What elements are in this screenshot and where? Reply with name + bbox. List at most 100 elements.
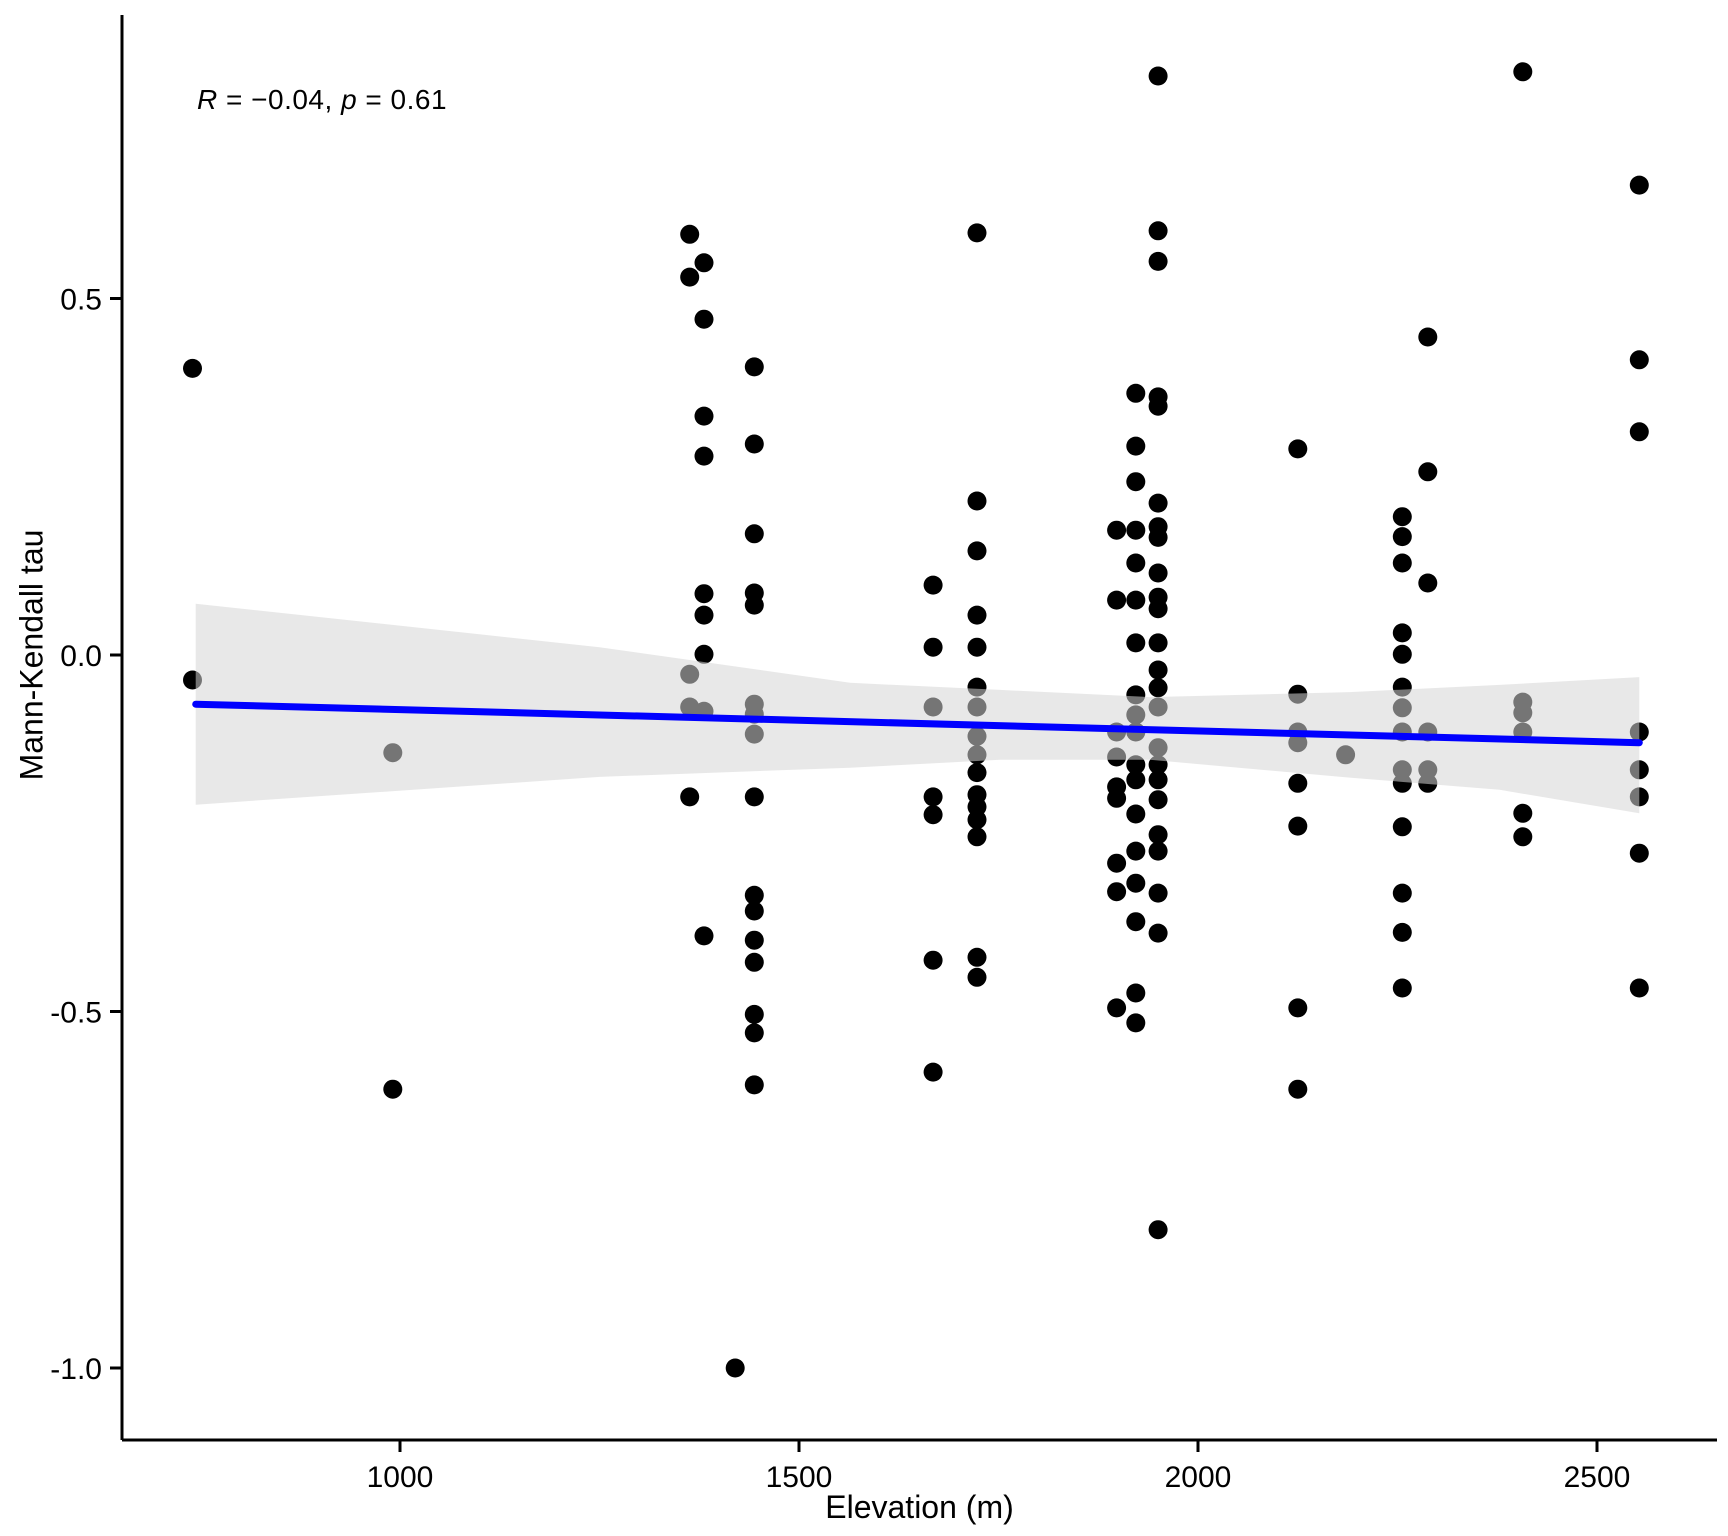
data-point xyxy=(1392,922,1412,942)
data-point xyxy=(680,267,700,287)
data-point xyxy=(694,309,714,329)
data-point xyxy=(694,926,714,946)
data-point xyxy=(1629,350,1649,370)
data-point xyxy=(1148,678,1168,698)
data-point xyxy=(680,224,700,244)
confidence-band xyxy=(195,603,1640,814)
data-point xyxy=(1148,396,1168,416)
data-point xyxy=(1629,422,1649,442)
data-point xyxy=(967,637,987,657)
data-point xyxy=(744,901,764,921)
data-point xyxy=(1107,998,1127,1018)
data-point xyxy=(744,885,764,905)
y-tick-label: -0.5 xyxy=(50,997,102,1030)
data-point xyxy=(694,253,714,273)
data-point xyxy=(1148,825,1168,845)
data-point xyxy=(1126,912,1146,932)
data-point xyxy=(1513,62,1533,82)
data-point xyxy=(1126,633,1146,653)
data-point xyxy=(744,595,764,615)
data-point xyxy=(680,787,700,807)
data-point xyxy=(1126,841,1146,861)
data-point xyxy=(1288,439,1308,459)
data-point xyxy=(967,223,987,243)
data-point xyxy=(1148,923,1168,943)
data-point xyxy=(744,930,764,950)
data-point xyxy=(923,805,943,825)
data-point xyxy=(1107,520,1127,540)
data-point xyxy=(1148,790,1168,810)
data-point xyxy=(1392,623,1412,643)
data-point xyxy=(967,491,987,511)
data-point xyxy=(1392,507,1412,527)
r-label: R xyxy=(197,84,218,115)
data-point xyxy=(1148,841,1168,861)
data-point xyxy=(1392,553,1412,573)
data-point xyxy=(1513,803,1533,823)
data-point xyxy=(1288,1079,1308,1099)
data-point xyxy=(725,1358,745,1378)
data-point xyxy=(1288,773,1308,793)
data-point xyxy=(1126,770,1146,790)
data-point xyxy=(1148,770,1168,790)
data-point xyxy=(1126,383,1146,403)
correlation-annotation: R = −0.04, p = 0.61 xyxy=(197,84,447,116)
data-point xyxy=(694,584,714,604)
data-point xyxy=(1418,573,1438,593)
x-tick-label: 2000 xyxy=(1165,1461,1232,1494)
data-point xyxy=(744,1023,764,1043)
data-point xyxy=(967,541,987,561)
data-point xyxy=(694,446,714,466)
data-point xyxy=(923,575,943,595)
data-point xyxy=(1392,978,1412,998)
x-tick-label: 1000 xyxy=(367,1461,434,1494)
data-point xyxy=(1126,590,1146,610)
r-value: = −0.04, xyxy=(217,84,342,115)
data-point xyxy=(744,1075,764,1095)
data-point xyxy=(967,810,987,830)
data-point xyxy=(744,1004,764,1024)
data-point xyxy=(1288,998,1308,1018)
data-point xyxy=(923,637,943,657)
data-point xyxy=(923,787,943,807)
x-axis-title: Elevation (m) xyxy=(825,1489,1014,1525)
data-point xyxy=(1513,827,1533,847)
data-point xyxy=(694,644,714,664)
data-point xyxy=(923,1062,943,1082)
data-point xyxy=(967,763,987,783)
data-point xyxy=(1629,978,1649,998)
y-tick-label: -1.0 xyxy=(50,1353,102,1386)
data-point xyxy=(694,406,714,426)
data-point xyxy=(1148,633,1168,653)
data-point xyxy=(744,952,764,972)
data-point xyxy=(1148,493,1168,513)
data-point xyxy=(1629,843,1649,863)
data-point xyxy=(1126,553,1146,573)
data-point xyxy=(967,947,987,967)
data-point xyxy=(1126,804,1146,824)
regression-line xyxy=(192,700,1643,747)
data-point xyxy=(1107,882,1127,902)
data-point xyxy=(694,605,714,625)
data-point xyxy=(1126,472,1146,492)
data-point xyxy=(1392,527,1412,547)
data-point xyxy=(1392,883,1412,903)
data-point xyxy=(1126,1013,1146,1033)
data-point xyxy=(1148,221,1168,241)
x-tick-label: 1500 xyxy=(766,1461,833,1494)
data-point xyxy=(1288,816,1308,836)
y-tick-label: 0.5 xyxy=(60,284,102,317)
data-point xyxy=(1148,563,1168,583)
data-point xyxy=(1126,983,1146,1003)
data-point xyxy=(1148,1220,1168,1240)
data-point xyxy=(1148,251,1168,271)
data-point xyxy=(967,827,987,847)
data-point xyxy=(1148,660,1168,680)
data-point xyxy=(1392,817,1412,837)
data-point xyxy=(744,434,764,454)
y-tick-label: 0.0 xyxy=(60,640,102,673)
data-point xyxy=(923,950,943,970)
data-point xyxy=(967,605,987,625)
